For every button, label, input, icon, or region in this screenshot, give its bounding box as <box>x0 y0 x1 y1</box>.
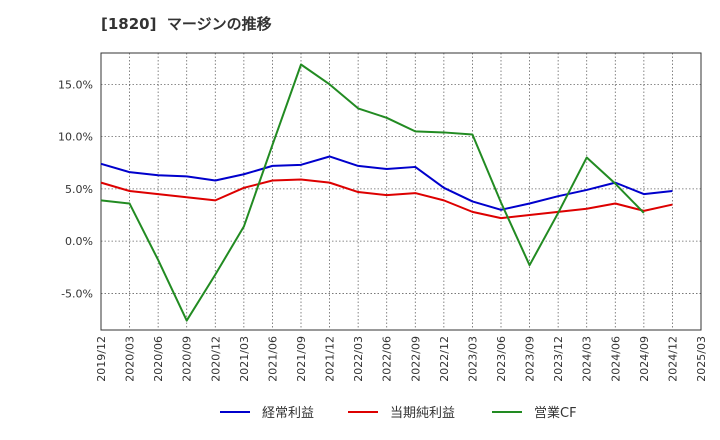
grid-layer <box>101 53 701 330</box>
x-tick-label: 2023/09 <box>524 336 537 382</box>
x-tick-label: 2022/06 <box>381 336 394 382</box>
x-tick-label: 2024/12 <box>666 336 679 382</box>
y-tick-labels: 15.0% 10.0% 5.0% 0.0% -5.0% <box>58 78 93 300</box>
x-tick-label: 2025/03 <box>695 336 708 382</box>
legend-item: 経常利益 <box>220 406 314 421</box>
y-tick-label: 15.0% <box>58 78 93 91</box>
legend-label: 経常利益 <box>262 406 314 421</box>
series-line-3 <box>100 63 645 322</box>
x-tick-label: 2024/09 <box>638 336 651 382</box>
x-tick-label: 2022/12 <box>438 336 451 382</box>
legend-label: 営業CF <box>534 405 577 421</box>
y-tick-label: 10.0% <box>58 131 93 144</box>
x-tick-label: 2022/09 <box>409 336 422 382</box>
x-tick-label: 2021/12 <box>324 336 337 382</box>
series-line-2 <box>100 178 673 220</box>
x-tick-label: 2020/03 <box>124 336 137 382</box>
y-tick-label: -5.0% <box>61 287 93 300</box>
x-tick-label: 2020/06 <box>152 336 165 382</box>
x-tick-labels: 2019/12 2020/03 2020/06 2020/09 2020/12 2021/… <box>95 336 708 382</box>
plot-frame <box>100 52 702 331</box>
x-tick-label: 2024/06 <box>609 336 622 382</box>
x-tick-label: 2021/03 <box>238 336 251 382</box>
x-tick-label: 2022/03 <box>352 336 365 382</box>
legend-item: 当期純利益 <box>348 406 455 421</box>
series-layer <box>100 63 673 322</box>
x-tick-label: 2023/12 <box>552 336 565 382</box>
legend-label: 当期純利益 <box>390 406 455 421</box>
axis-layer <box>100 52 702 331</box>
legend: 経常利益 当期純利益 営業CF <box>220 405 577 421</box>
chart-title: [1820] マージンの推移 <box>101 15 272 33</box>
x-tick-label: 2021/06 <box>266 336 279 382</box>
x-tick-label: 2021/09 <box>295 336 308 382</box>
y-tick-label: 5.0% <box>65 183 93 196</box>
x-tick-label: 2023/06 <box>495 336 508 382</box>
x-tick-label: 2019/12 <box>95 336 108 382</box>
x-tick-label: 2020/12 <box>209 336 222 382</box>
legend-item: 営業CF <box>492 405 577 421</box>
series-line-1 <box>100 155 673 211</box>
x-tick-label: 2024/03 <box>581 336 594 382</box>
y-tick-label: 0.0% <box>65 235 93 248</box>
x-tick-label: 2023/03 <box>466 336 479 382</box>
x-tick-label: 2020/09 <box>181 336 194 382</box>
